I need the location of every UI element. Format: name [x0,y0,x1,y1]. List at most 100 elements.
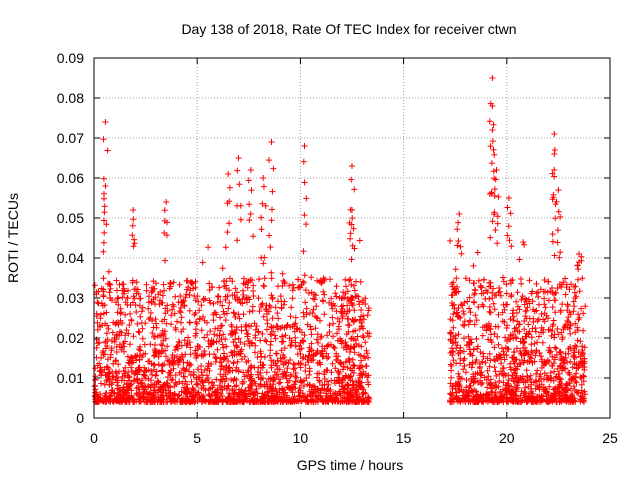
data-point [210,300,217,307]
data-point [289,281,296,288]
data-point [542,360,549,367]
data-point [333,353,339,360]
data-point [358,307,365,313]
data-point [148,368,155,374]
data-point [365,372,372,379]
data-point [355,378,362,385]
data-point [280,277,287,284]
data-point [259,330,266,337]
data-point [268,275,275,282]
data-point [284,365,291,372]
data-point [128,364,135,371]
data-point [277,397,284,404]
data-point [103,221,110,228]
data-point [100,136,107,143]
data-point [287,385,294,392]
data-point [328,302,335,308]
data-point [575,311,582,318]
data-point [274,326,281,333]
data-point [356,365,362,372]
data-point [218,362,225,369]
data-point [176,392,183,398]
data-point [113,357,119,364]
data-point [449,283,456,290]
data-point [213,355,220,362]
data-point [213,311,220,318]
data-point [542,304,549,311]
data-point [541,318,548,325]
data-point [164,343,171,350]
data-point [168,312,175,319]
x-tick-label: 25 [602,430,618,446]
data-point [457,375,464,382]
data-point [489,138,496,145]
data-point [348,256,355,263]
data-point [320,298,327,305]
x-tick-label: 5 [193,430,201,446]
data-point [201,334,208,341]
data-point [117,328,123,335]
data-point [145,375,152,382]
data-point [178,319,184,326]
data-point [550,386,557,393]
data-point [140,371,147,378]
data-point [539,358,546,365]
data-point [473,317,480,324]
data-point [133,279,140,286]
data-point [538,311,545,317]
data-point [528,388,535,395]
data-point [115,321,122,328]
data-point [504,204,511,211]
data-point [160,386,167,393]
data-point [494,333,501,340]
data-point [575,276,581,283]
data-point [460,308,467,315]
data-point [458,386,465,393]
data-point [526,328,533,335]
data-point [194,380,201,387]
data-point [555,187,562,193]
data-point [219,341,226,348]
data-point [252,334,259,341]
data-point [491,192,498,199]
data-point [516,256,523,263]
data-point [103,377,110,384]
data-point [225,382,232,389]
data-point [95,399,102,405]
data-point [521,352,528,359]
data-point [185,334,191,341]
data-point [175,299,182,306]
data-point [520,340,527,347]
data-point [257,359,264,366]
data-point [183,278,190,284]
data-point [360,395,367,401]
data-point [159,292,166,299]
data-point [580,327,587,334]
data-point [211,389,218,396]
data-point [308,274,315,281]
data-point [239,296,246,303]
data-point [336,388,343,395]
x-axis-label: GPS time / hours [297,457,404,473]
data-point [260,313,267,320]
data-point [500,379,507,386]
data-point [129,277,136,284]
data-point [490,300,497,307]
data-point [533,307,540,314]
data-point [522,344,528,351]
y-tick-label: 0.03 [57,290,84,306]
data-point [249,339,255,346]
data-point [338,295,345,302]
data-point [233,342,240,349]
data-point [292,343,299,350]
data-point [297,339,304,346]
data-point [172,347,178,353]
data-point [518,388,525,395]
data-point [357,384,364,391]
data-point [320,288,327,295]
data-point [447,237,454,244]
data-point [559,364,566,371]
data-point [107,294,113,301]
data-point [350,225,357,232]
data-point [488,382,495,389]
